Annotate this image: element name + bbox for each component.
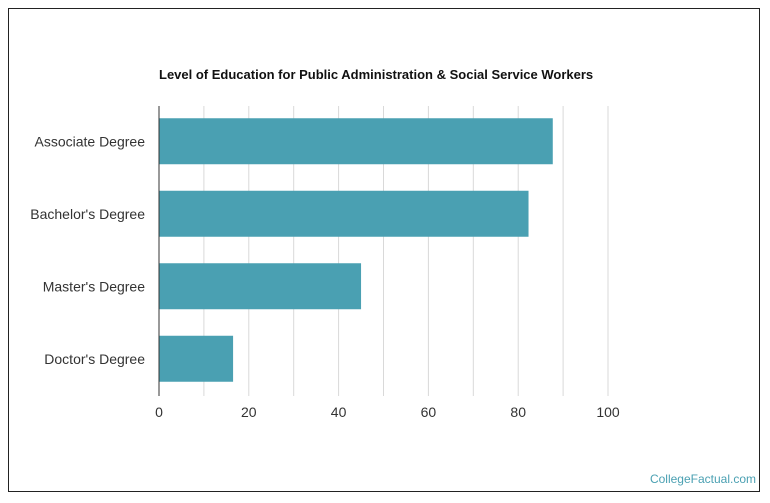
tick-label: 40 <box>331 404 347 420</box>
chart-title: Level of Education for Public Administra… <box>159 67 594 82</box>
category-label: Associate Degree <box>34 133 145 149</box>
tick-label: 80 <box>510 404 526 420</box>
credit-link[interactable]: CollegeFactual.com <box>649 472 756 486</box>
bar <box>159 335 234 382</box>
category-label: Master's Degree <box>43 278 145 294</box>
bars <box>159 118 553 382</box>
tick-label: 100 <box>596 404 620 420</box>
category-label: Bachelor's Degree <box>30 206 145 222</box>
tick-labels: 0 20 40 60 80 100 <box>155 404 620 420</box>
bar <box>159 190 529 237</box>
tick-label: 20 <box>241 404 257 420</box>
category-labels: Associate Degree Bachelor's Degree Master'… <box>30 133 145 367</box>
bar <box>159 118 553 165</box>
tick-label: 0 <box>155 404 163 420</box>
bar <box>159 263 362 310</box>
tick-label: 60 <box>421 404 437 420</box>
category-label: Doctor's Degree <box>44 351 145 367</box>
